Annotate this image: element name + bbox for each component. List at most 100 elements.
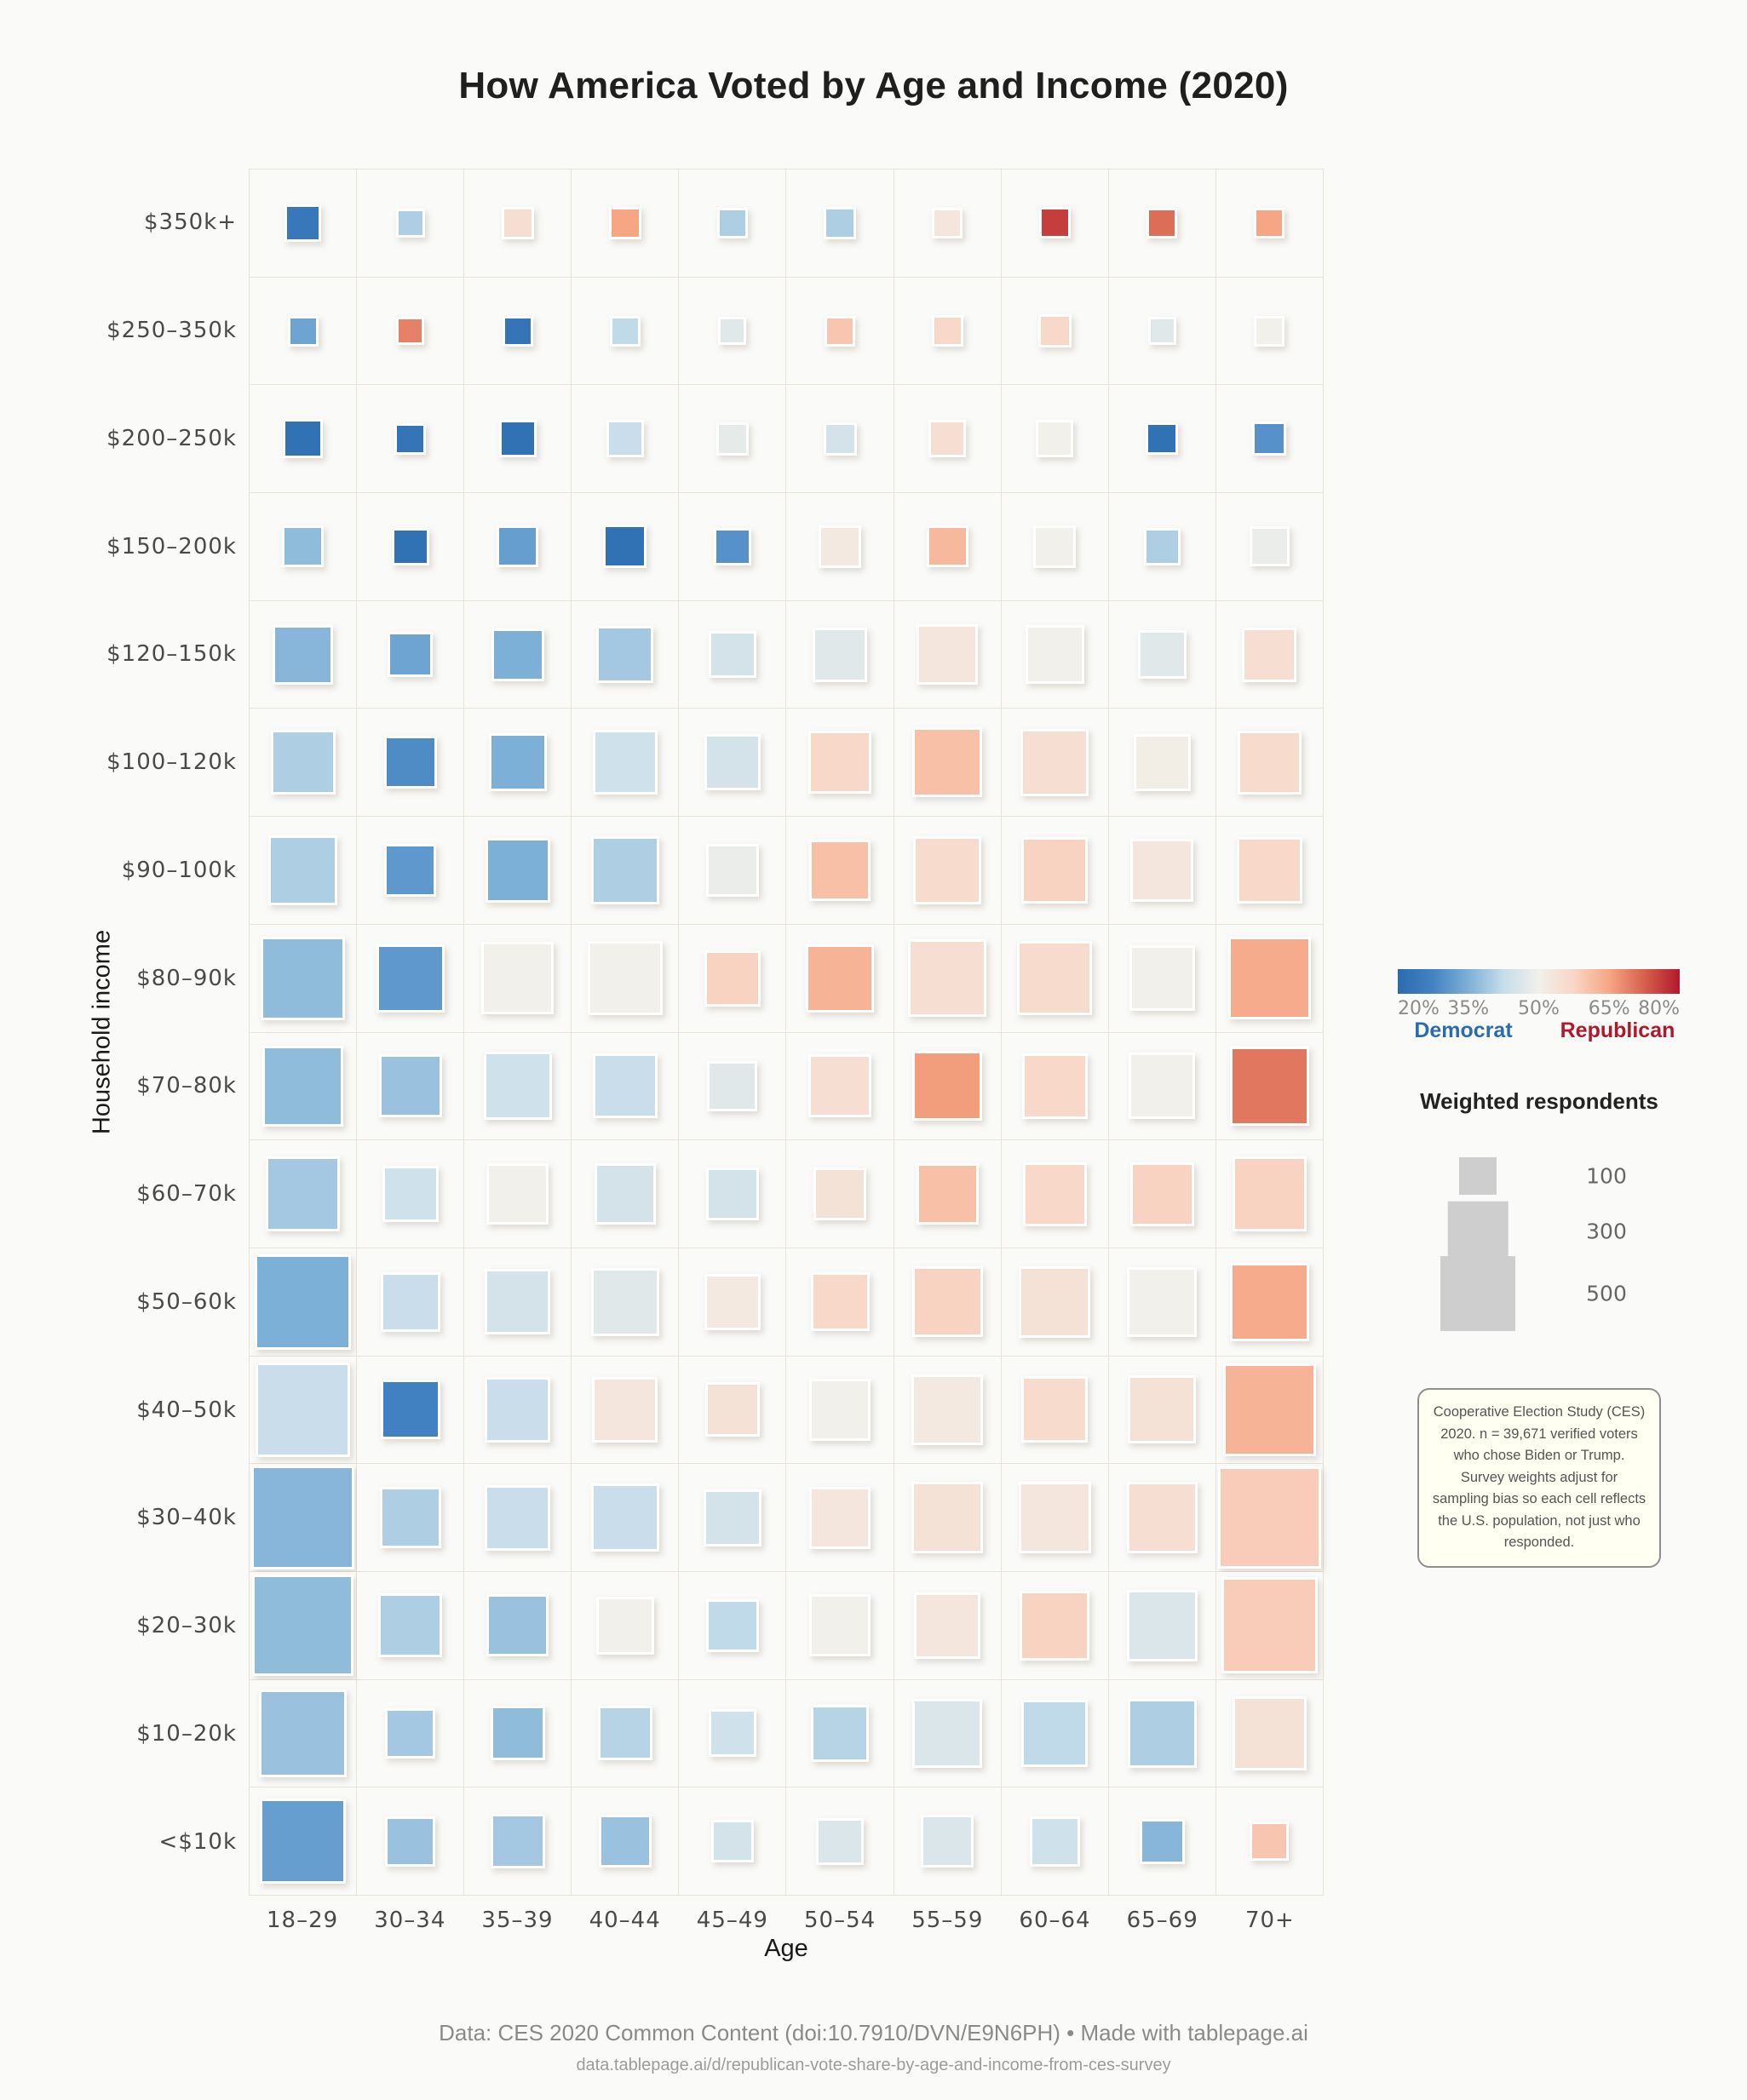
heatmap-cell	[1108, 1679, 1215, 1787]
heatmap-cell	[572, 385, 679, 493]
heatmap-cell	[250, 169, 357, 277]
heatmap-cell	[1215, 1464, 1323, 1571]
heatmap-cell	[357, 1464, 464, 1571]
vote-share-square	[709, 630, 756, 679]
vote-share-square	[488, 733, 547, 792]
vote-share-square	[1221, 1577, 1318, 1674]
heatmap-cell	[786, 1679, 894, 1787]
vote-share-square	[1037, 314, 1072, 347]
vote-share-square	[595, 1596, 654, 1655]
heatmap-cell	[1001, 385, 1108, 493]
heatmap-cell	[786, 924, 894, 1032]
vote-share-square	[394, 422, 427, 455]
heatmap-cell	[1001, 1571, 1108, 1679]
size-legend-value: 300	[1586, 1219, 1627, 1244]
vote-share-square	[1237, 730, 1302, 795]
vote-share-square	[603, 525, 647, 569]
heatmap-cell	[1001, 1248, 1108, 1356]
vote-share-square	[1252, 422, 1287, 456]
vote-share-square	[391, 527, 429, 565]
vote-share-square	[1126, 1482, 1198, 1553]
vote-share-square	[383, 736, 437, 789]
vote-share-square	[485, 1269, 551, 1335]
vote-share-square	[716, 207, 748, 238]
vote-share-square	[260, 1798, 346, 1885]
heatmap-cell	[572, 1787, 679, 1895]
vote-share-square	[704, 950, 761, 1007]
vote-share-square	[282, 525, 324, 568]
vote-share-square	[921, 1815, 974, 1868]
vote-share-square	[396, 317, 425, 345]
color-legend-tick: 35%	[1447, 998, 1490, 1019]
heatmap-cell	[1215, 709, 1323, 817]
heatmap-cell	[250, 1679, 357, 1787]
vote-share-square	[1146, 422, 1179, 456]
vote-share-square	[501, 206, 534, 239]
color-legend-ticks: 20% 35% 50% 65% 80%	[1398, 998, 1680, 1022]
heatmap-cell	[1108, 1787, 1215, 1895]
heatmap-cell	[1215, 924, 1323, 1032]
vote-share-square	[914, 1592, 981, 1659]
vote-share-square	[808, 1594, 871, 1657]
vote-share-square	[255, 1254, 351, 1350]
vote-share-square	[490, 1814, 545, 1869]
heatmap-cell	[786, 1032, 894, 1140]
vote-share-square	[284, 204, 322, 242]
heatmap-cell	[1108, 1140, 1215, 1248]
heatmap-cell	[1215, 169, 1323, 277]
vote-share-square	[250, 1466, 355, 1570]
vote-share-square	[705, 1167, 760, 1221]
vote-share-square	[707, 1060, 758, 1111]
vote-share-square	[255, 1362, 351, 1458]
vote-share-square	[258, 1689, 348, 1778]
vote-share-square	[1139, 1818, 1185, 1864]
heatmap-cell	[1215, 600, 1323, 709]
vote-share-square	[592, 730, 658, 795]
heatmap-cell	[786, 1356, 894, 1464]
vote-share-square	[912, 1698, 983, 1769]
vote-share-square	[485, 1484, 551, 1551]
vote-share-square	[806, 944, 875, 1013]
heatmap-cell	[572, 1248, 679, 1356]
heatmap-cell	[250, 1571, 357, 1679]
heatmap-cell	[679, 493, 786, 600]
size-legend-swatch	[1459, 1157, 1497, 1195]
vote-share-square	[813, 627, 868, 682]
heatmap-cell	[679, 1032, 786, 1140]
heatmap-cell	[357, 277, 464, 385]
heatmap-cell	[1108, 169, 1215, 277]
size-legend-value: 500	[1586, 1281, 1627, 1306]
vote-share-square	[497, 525, 539, 568]
heatmap-cell	[572, 1356, 679, 1464]
vote-share-square	[708, 1709, 756, 1758]
x-axis-label: 45–49	[696, 1908, 768, 1933]
vote-share-square	[908, 938, 986, 1018]
y-axis-label: $250–350k	[106, 318, 237, 344]
x-axis-label: 65–69	[1126, 1908, 1198, 1933]
heatmap-cell	[572, 493, 679, 600]
vote-share-square	[1021, 1700, 1089, 1767]
heatmap-cell	[250, 817, 357, 924]
heatmap-cell	[464, 1464, 572, 1571]
vote-share-square	[1147, 317, 1176, 345]
vote-share-square	[265, 1156, 341, 1231]
vote-share-square	[1017, 940, 1093, 1016]
vote-share-square	[1232, 1695, 1307, 1771]
size-legend-swatch	[1440, 1256, 1515, 1331]
vote-share-square	[382, 1166, 439, 1222]
heatmap-cell	[679, 1464, 786, 1571]
vote-share-square	[1129, 945, 1195, 1012]
vote-share-square	[1025, 625, 1084, 685]
vote-share-square	[606, 420, 644, 458]
vote-share-square	[498, 420, 537, 458]
vote-share-square	[932, 207, 963, 238]
heatmap-cell	[464, 817, 572, 924]
vote-share-square	[718, 317, 747, 345]
methodology-note: Cooperative Election Study (CES) 2020. n…	[1417, 1388, 1661, 1568]
vote-share-square	[486, 1162, 549, 1225]
vote-share-square	[1254, 315, 1285, 347]
vote-share-square	[917, 623, 979, 686]
heatmap-cell	[1108, 600, 1215, 709]
vote-share-square	[485, 837, 550, 903]
heatmap-cell	[894, 817, 1001, 924]
